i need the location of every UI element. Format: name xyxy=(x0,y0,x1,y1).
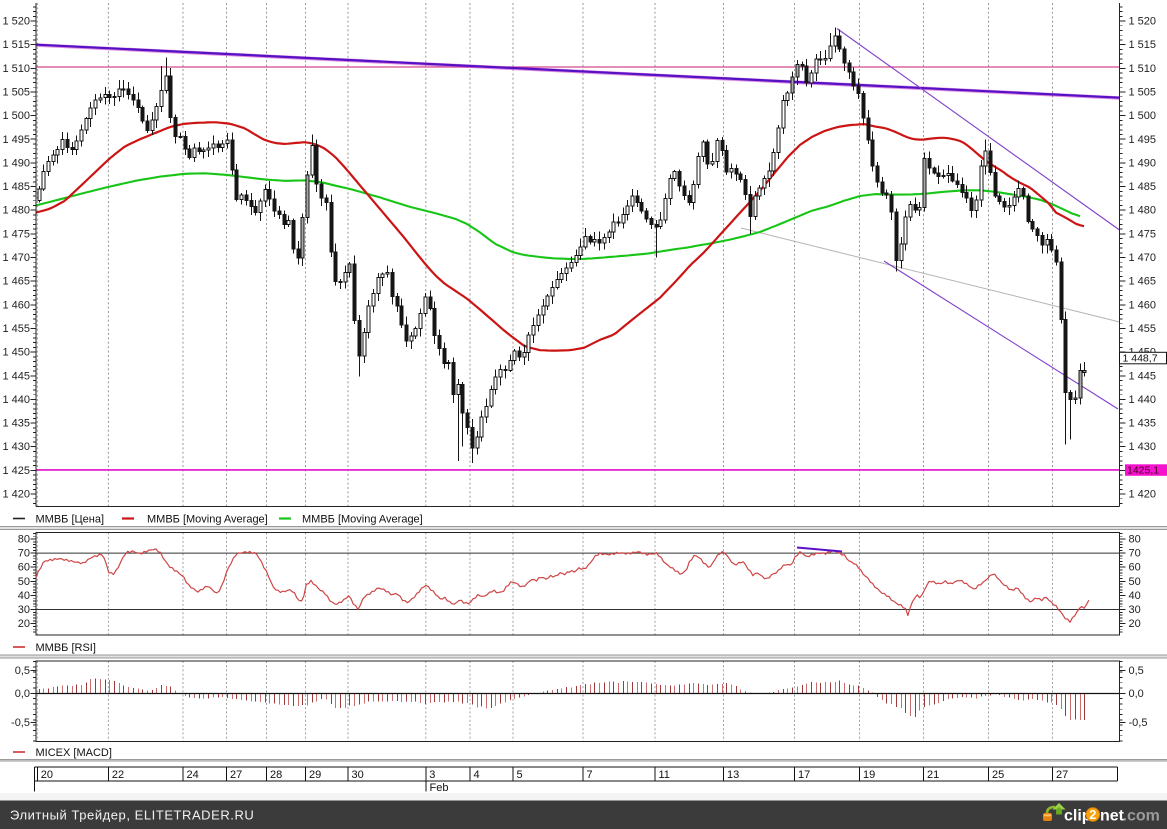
svg-text:-0,5: -0,5 xyxy=(11,717,30,729)
svg-text:1 455: 1 455 xyxy=(1129,323,1157,335)
svg-text:60: 60 xyxy=(1129,562,1141,574)
svg-text:13: 13 xyxy=(727,769,739,781)
svg-text:1 505: 1 505 xyxy=(2,87,30,99)
svg-text:1 435: 1 435 xyxy=(1129,418,1157,430)
svg-text:.com: .com xyxy=(1123,808,1160,825)
svg-text:17: 17 xyxy=(798,769,810,781)
svg-text:0,5: 0,5 xyxy=(1129,665,1144,677)
svg-text:1 445: 1 445 xyxy=(2,370,30,382)
svg-text:ММВБ [Moving Average]: ММВБ [Moving Average] xyxy=(302,514,423,526)
svg-text:1 465: 1 465 xyxy=(1129,276,1157,288)
svg-text:7: 7 xyxy=(587,769,593,781)
svg-text:24: 24 xyxy=(187,769,199,781)
svg-text:Элитный Трейдер, ELITETRADER.R: Элитный Трейдер, ELITETRADER.RU xyxy=(10,808,254,823)
svg-text:30: 30 xyxy=(18,604,30,616)
svg-text:1 455: 1 455 xyxy=(2,323,30,335)
svg-text:1 448,7: 1 448,7 xyxy=(1123,353,1158,365)
svg-text:1 495: 1 495 xyxy=(1129,134,1157,146)
svg-text:21: 21 xyxy=(927,769,939,781)
svg-text:2: 2 xyxy=(1089,808,1096,822)
svg-text:70: 70 xyxy=(1129,548,1141,560)
svg-text:1 430: 1 430 xyxy=(1129,441,1157,453)
svg-text:net: net xyxy=(1100,808,1125,825)
svg-text:1 500: 1 500 xyxy=(1129,110,1157,122)
svg-text:27: 27 xyxy=(230,769,242,781)
svg-text:1 480: 1 480 xyxy=(1129,205,1157,217)
svg-text:25: 25 xyxy=(992,769,1004,781)
svg-text:5: 5 xyxy=(517,769,523,781)
svg-text:-0,5: -0,5 xyxy=(1129,717,1148,729)
svg-text:1 445: 1 445 xyxy=(1129,370,1157,382)
svg-text:ММВБ [Moving Average]: ММВБ [Moving Average] xyxy=(147,514,268,526)
svg-text:40: 40 xyxy=(18,590,30,602)
svg-text:30: 30 xyxy=(352,769,364,781)
svg-text:ММВБ [RSI]: ММВБ [RSI] xyxy=(36,642,96,654)
svg-text:1 420: 1 420 xyxy=(1129,489,1157,501)
svg-text:70: 70 xyxy=(18,548,30,560)
svg-text:1 440: 1 440 xyxy=(2,394,30,406)
svg-text:11: 11 xyxy=(659,769,670,781)
svg-text:29: 29 xyxy=(309,769,321,781)
svg-text:1 490: 1 490 xyxy=(2,157,30,169)
svg-text:1 435: 1 435 xyxy=(2,418,30,430)
svg-text:50: 50 xyxy=(1129,576,1141,588)
svg-text:0,0: 0,0 xyxy=(1129,688,1144,700)
svg-text:0,5: 0,5 xyxy=(15,665,30,677)
svg-text:20: 20 xyxy=(41,769,53,781)
svg-text:1 440: 1 440 xyxy=(1129,394,1157,406)
svg-text:1 475: 1 475 xyxy=(1129,228,1157,240)
svg-text:clip: clip xyxy=(1064,808,1092,825)
svg-text:1 505: 1 505 xyxy=(1129,87,1157,99)
svg-text:1 475: 1 475 xyxy=(2,228,30,240)
svg-text:1 500: 1 500 xyxy=(2,110,30,122)
svg-text:40: 40 xyxy=(1129,590,1141,602)
svg-text:1 490: 1 490 xyxy=(1129,157,1157,169)
svg-text:1 460: 1 460 xyxy=(1129,299,1157,311)
svg-text:80: 80 xyxy=(1129,534,1141,546)
svg-text:3: 3 xyxy=(429,769,435,781)
svg-text:19: 19 xyxy=(863,769,875,781)
svg-text:20: 20 xyxy=(18,618,30,630)
svg-text:1 430: 1 430 xyxy=(2,441,30,453)
svg-text:1 450: 1 450 xyxy=(2,347,30,359)
svg-text:80: 80 xyxy=(18,534,30,546)
svg-text:50: 50 xyxy=(18,576,30,588)
svg-text:1 495: 1 495 xyxy=(2,134,30,146)
svg-text:1 480: 1 480 xyxy=(2,205,30,217)
svg-text:1 510: 1 510 xyxy=(2,63,30,75)
svg-text:1 515: 1 515 xyxy=(1129,39,1157,51)
svg-text:1 460: 1 460 xyxy=(2,299,30,311)
svg-text:60: 60 xyxy=(18,562,30,574)
svg-text:1 510: 1 510 xyxy=(1129,63,1157,75)
svg-text:0,0: 0,0 xyxy=(15,688,30,700)
svg-text:MICEX [MACD]: MICEX [MACD] xyxy=(36,747,112,759)
svg-text:Feb: Feb xyxy=(430,782,449,794)
svg-text:1 515: 1 515 xyxy=(2,39,30,51)
svg-text:1 520: 1 520 xyxy=(1129,16,1157,28)
svg-text:1 485: 1 485 xyxy=(2,181,30,193)
svg-text:4: 4 xyxy=(474,769,480,781)
svg-text:ММВБ [Цена]: ММВБ [Цена] xyxy=(36,514,105,526)
svg-text:1 485: 1 485 xyxy=(1129,181,1157,193)
svg-text:1425,1: 1425,1 xyxy=(1127,465,1159,477)
svg-text:20: 20 xyxy=(1129,618,1141,630)
svg-text:1 465: 1 465 xyxy=(2,276,30,288)
svg-text:30: 30 xyxy=(1129,604,1141,616)
svg-text:1 420: 1 420 xyxy=(2,489,30,501)
svg-text:1 425: 1 425 xyxy=(2,465,30,477)
svg-text:1 470: 1 470 xyxy=(1129,252,1157,264)
svg-text:28: 28 xyxy=(270,769,282,781)
svg-text:27: 27 xyxy=(1056,769,1068,781)
svg-text:1 520: 1 520 xyxy=(2,16,30,28)
svg-text:22: 22 xyxy=(112,769,124,781)
svg-text:1 470: 1 470 xyxy=(2,252,30,264)
